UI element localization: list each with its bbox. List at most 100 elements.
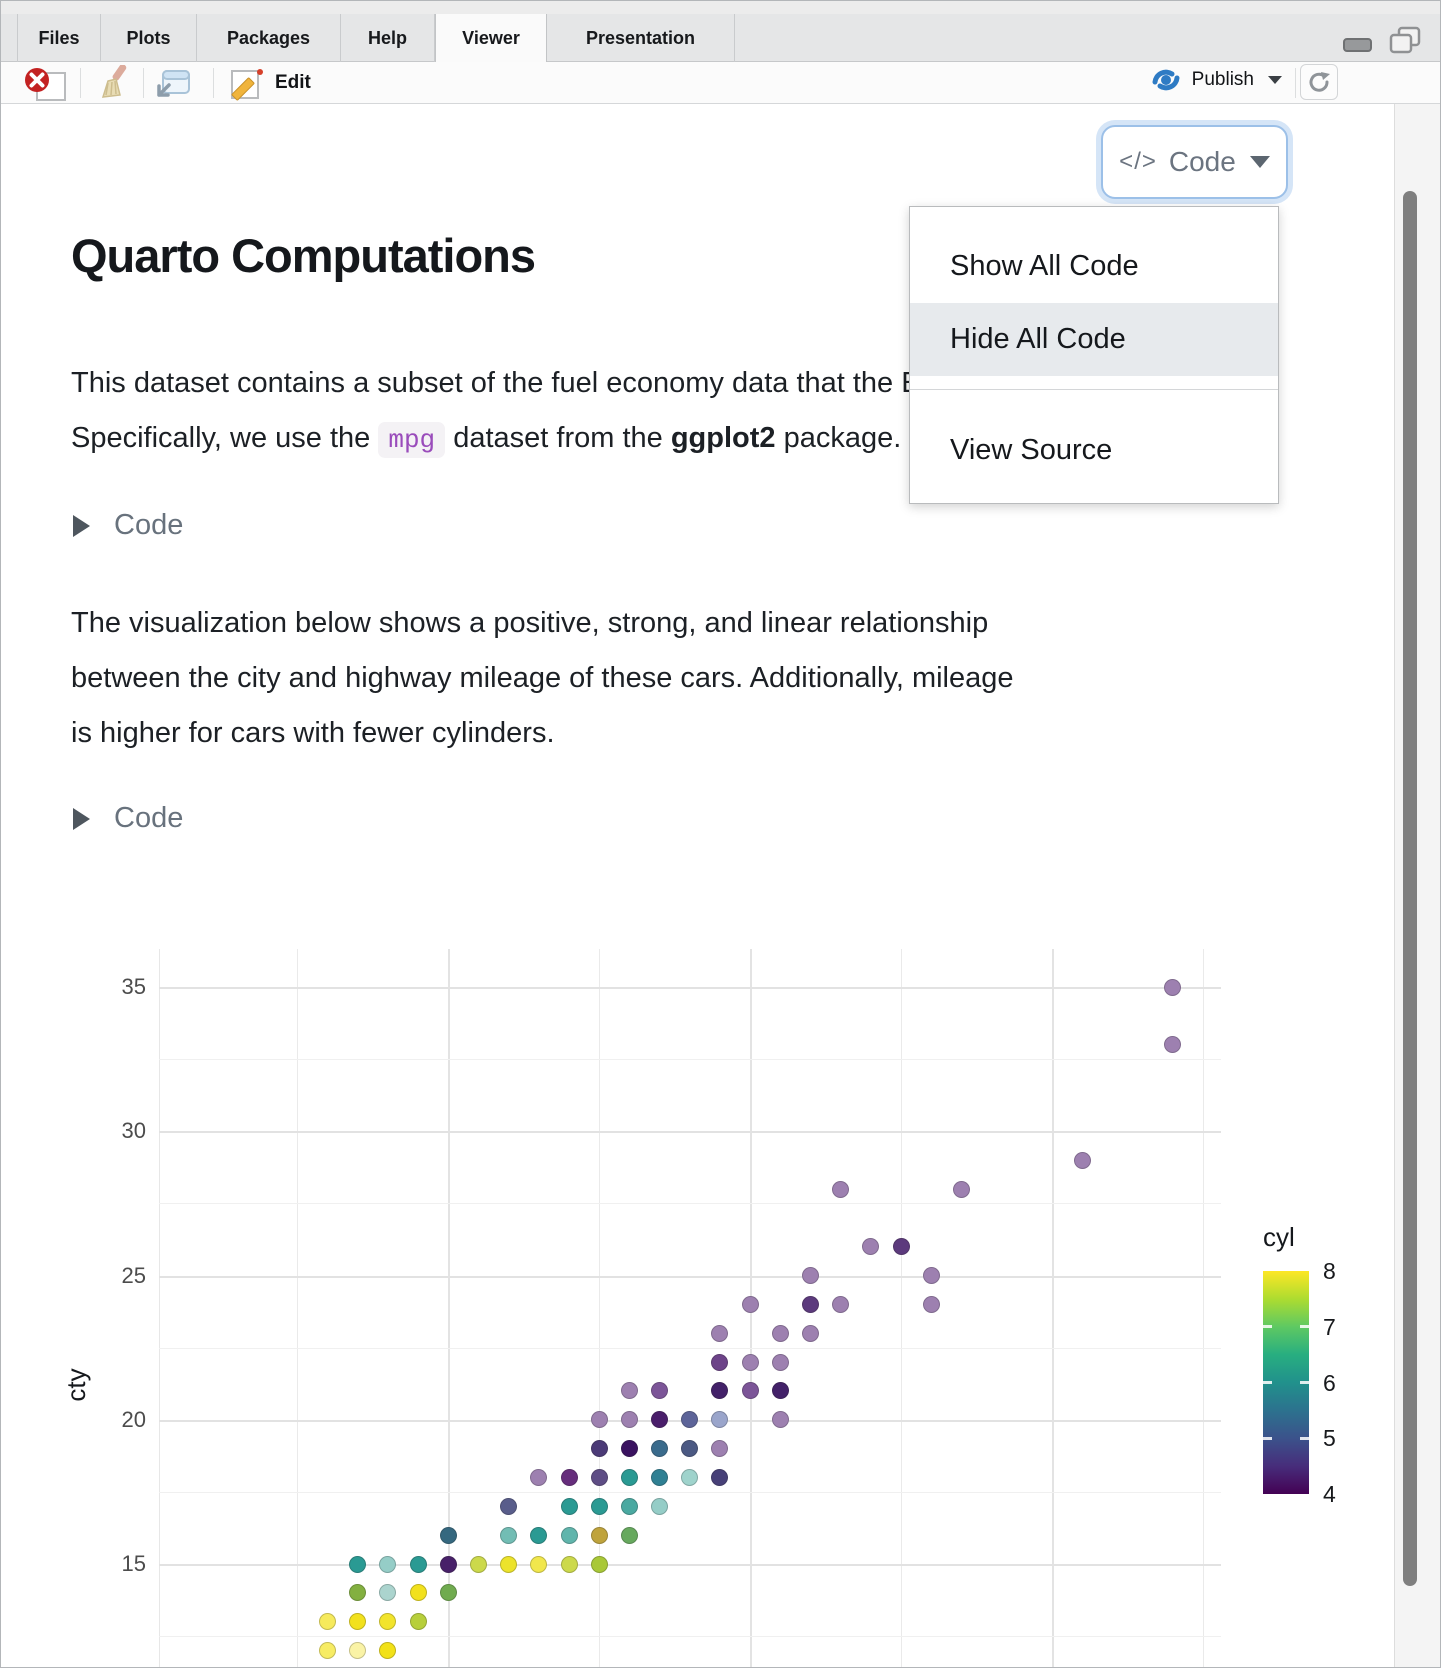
scatter-point xyxy=(590,1411,608,1429)
colorbar-tick xyxy=(1263,1381,1272,1384)
paragraph-line: between the city and highway mileage of … xyxy=(71,662,1014,694)
window-controls xyxy=(1342,25,1422,55)
tab-files[interactable]: Files xyxy=(17,14,101,62)
clear-broom-icon[interactable] xyxy=(96,64,132,106)
scatter-point xyxy=(439,1584,457,1602)
legend-title: cyl xyxy=(1263,1222,1295,1252)
page-title: Quarto Computations xyxy=(71,229,536,282)
scatter-point xyxy=(892,1238,910,1256)
paragraph-line: Specifically, we use the mpg dataset fro… xyxy=(71,411,1212,468)
colorbar-tick xyxy=(1300,1436,1309,1440)
toolbar-separator xyxy=(213,68,214,98)
publish-icon xyxy=(1152,69,1180,91)
scatter-point xyxy=(832,1180,850,1198)
scatter-point xyxy=(681,1411,699,1429)
stop-icon[interactable] xyxy=(23,65,69,108)
publish-button[interactable]: Publish xyxy=(1150,66,1282,94)
y-minor-gridline xyxy=(159,1636,1221,1637)
viewer-toolbar: Edit Publish xyxy=(1,62,1440,106)
scatter-point xyxy=(590,1440,608,1458)
y-minor-gridline xyxy=(159,1203,1221,1204)
tab-presentation[interactable]: Presentation xyxy=(547,14,735,62)
tab-plots[interactable]: Plots xyxy=(101,14,197,62)
scatter-point xyxy=(379,1642,397,1660)
vertical-scrollbar-track[interactable] xyxy=(1394,104,1440,1667)
scatter-point xyxy=(620,1382,638,1400)
minimize-icon[interactable] xyxy=(1342,27,1374,53)
scatter-point xyxy=(651,1497,668,1515)
scatter-point xyxy=(771,1353,789,1371)
scatter-point xyxy=(409,1584,427,1602)
x-gridline xyxy=(1203,949,1204,1667)
y-axis-tick-label: 25 xyxy=(121,1263,146,1288)
edit-button[interactable]: Edit xyxy=(229,65,311,101)
edit-pencil-icon xyxy=(231,69,263,101)
code-fold-label: Code xyxy=(114,802,184,834)
tab-help[interactable]: Help xyxy=(341,14,435,62)
scatter-point xyxy=(1164,978,1182,996)
scatter-point xyxy=(862,1238,880,1256)
menu-item-hide-all-code[interactable]: Hide All Code xyxy=(910,303,1278,376)
scatter-point xyxy=(771,1324,789,1342)
tab-viewer[interactable]: Viewer xyxy=(435,14,547,63)
y-axis-tick-label: 35 xyxy=(121,974,146,999)
scatter-point xyxy=(409,1555,427,1573)
scatter-point xyxy=(349,1642,367,1660)
scatter-point xyxy=(953,1180,970,1198)
scatter-point xyxy=(771,1382,789,1400)
paragraph-visualization: The visualization below shows a positive… xyxy=(71,596,1014,761)
scatter-point xyxy=(711,1353,729,1371)
scatter-point xyxy=(530,1469,548,1486)
colorbar-tick xyxy=(1300,1325,1309,1329)
scatter-point xyxy=(711,1324,729,1342)
chevron-down-icon xyxy=(1249,156,1270,168)
scatter-point xyxy=(349,1613,367,1631)
code-fold-1[interactable]: Code xyxy=(73,509,183,542)
scatter-point xyxy=(349,1584,367,1602)
toolbar-separator xyxy=(1295,68,1296,98)
menu-item-view-source[interactable]: View Source xyxy=(950,433,1113,466)
edit-label: Edit xyxy=(275,72,311,93)
legend-tick-label: 5 xyxy=(1323,1425,1336,1452)
scatter-point xyxy=(651,1469,668,1486)
open-in-new-window-icon[interactable] xyxy=(153,65,193,106)
y-major-gridline xyxy=(159,987,1221,989)
scatter-point xyxy=(469,1555,487,1573)
code-button-label: Code xyxy=(1168,146,1236,177)
scatter-point xyxy=(802,1267,819,1284)
x-gridline xyxy=(297,949,298,1667)
scatter-point xyxy=(802,1295,819,1313)
scatter-point xyxy=(651,1411,668,1429)
publish-dropdown-caret xyxy=(1268,76,1282,84)
refresh-button[interactable] xyxy=(1300,64,1338,100)
scatter-point xyxy=(711,1469,729,1486)
legend-tick-label: 7 xyxy=(1323,1313,1336,1340)
tab-packages[interactable]: Packages xyxy=(197,14,341,62)
scatter-point xyxy=(530,1526,548,1544)
scatter-point xyxy=(620,1497,638,1515)
y-axis-tick-label: 20 xyxy=(121,1407,146,1432)
legend-tick-label: 6 xyxy=(1323,1369,1336,1396)
scatter-point xyxy=(651,1440,668,1458)
panel-edge-line xyxy=(159,949,160,1667)
vertical-scrollbar-thumb[interactable] xyxy=(1403,191,1417,1586)
scatter-point xyxy=(620,1411,638,1429)
colorbar-tick xyxy=(1300,1381,1309,1384)
code-fold-2[interactable]: Code xyxy=(73,802,183,835)
legend-tick-label: 8 xyxy=(1323,1258,1336,1284)
scatter-point xyxy=(681,1440,699,1458)
y-axis-title: cty xyxy=(60,1368,91,1402)
code-menu-button[interactable]: </> Code xyxy=(1101,125,1288,199)
scatter-point xyxy=(590,1469,608,1486)
scatter-point xyxy=(620,1440,638,1458)
menu-item-show-all-code[interactable]: Show All Code xyxy=(950,249,1139,282)
y-axis-tick-label: 30 xyxy=(121,1118,146,1143)
restore-icon[interactable] xyxy=(1388,25,1422,55)
scatter-point xyxy=(1073,1151,1091,1169)
bold-ggplot2: ggplot2 xyxy=(670,422,776,454)
x-gridline xyxy=(1052,949,1054,1667)
scatter-point xyxy=(500,1497,518,1515)
scatter-point xyxy=(560,1526,578,1544)
toolbar-separator xyxy=(80,68,81,98)
legend-tick-label: 4 xyxy=(1323,1481,1336,1507)
